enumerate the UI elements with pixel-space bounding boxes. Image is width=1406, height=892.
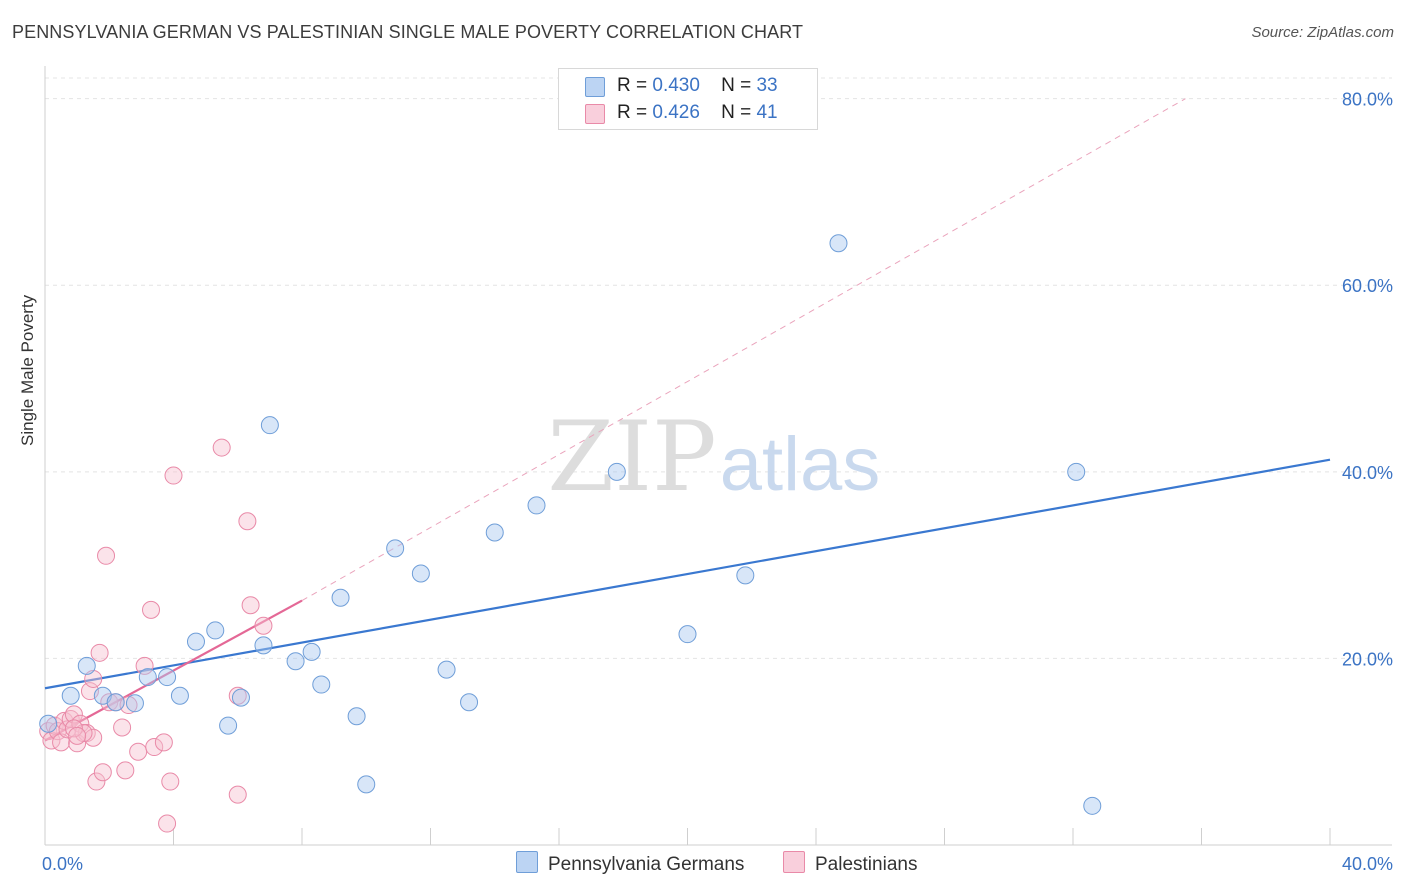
legend-swatch-pennsylvania (585, 77, 605, 97)
axes (44, 66, 1392, 846)
point-pennsylvania (254, 636, 273, 655)
point-palestinian (212, 438, 231, 457)
point-palestinian (129, 742, 148, 761)
point-palestinian (84, 728, 103, 747)
legend-swatch-palestinian (585, 104, 605, 124)
point-pennsylvania (260, 416, 279, 435)
legend-r-label: R = (617, 102, 648, 123)
source-label: Source: ZipAtlas.com (1251, 24, 1394, 41)
legend-r-value-palestinian: 0.426 (652, 102, 700, 123)
point-pennsylvania (312, 675, 331, 694)
point-pennsylvania (138, 668, 157, 687)
point-palestinian (52, 733, 71, 752)
legend-n-label: N = (721, 102, 752, 123)
point-palestinian (145, 738, 164, 757)
point-pennsylvania (607, 462, 626, 481)
bottom-legend-swatch-palestinian (783, 851, 805, 873)
legend-r-value-pennsylvania: 0.430 (652, 75, 700, 96)
point-palestinian (84, 669, 103, 688)
point-pennsylvania (411, 564, 430, 583)
point-pennsylvania (1067, 462, 1086, 481)
point-pennsylvania (39, 714, 58, 733)
point-palestinian (113, 718, 132, 737)
point-pennsylvania (125, 694, 144, 713)
point-pennsylvania (219, 716, 238, 735)
legend-n-value-pennsylvania: 33 (756, 75, 778, 96)
watermark-zip: ZIP (547, 401, 716, 513)
point-palestinian (158, 814, 177, 833)
point-pennsylvania (231, 688, 250, 707)
x-tick-label: 40.0% (1342, 854, 1393, 874)
point-palestinian (90, 643, 109, 662)
point-palestinian (142, 600, 161, 619)
bottom-legend-swatch-pennsylvania (516, 851, 538, 873)
point-palestinian (64, 705, 83, 724)
x-tick-label: 0.0% (42, 854, 83, 874)
point-pennsylvania (186, 632, 205, 651)
y-tick-label: 20.0% (1342, 649, 1393, 669)
point-palestinian (97, 546, 116, 565)
point-pennsylvania (61, 686, 80, 705)
watermark: ZIP atlas (547, 401, 880, 513)
trend-line-palestinian (44, 599, 303, 742)
point-palestinian (71, 714, 90, 733)
point-palestinian (254, 616, 273, 635)
gridlines (45, 77, 1392, 659)
point-palestinian (241, 596, 260, 615)
point-pennsylvania (736, 566, 755, 585)
point-pennsylvania (527, 496, 546, 515)
point-pennsylvania (437, 660, 456, 679)
y-axis-label: Single Male Poverty (18, 294, 37, 446)
watermark-atlas: atlas (720, 422, 881, 507)
bottom-legend-palestinian: Palestinians (783, 851, 917, 876)
point-palestinian (154, 733, 173, 752)
trend-lines (44, 98, 1331, 742)
bottom-legend-label-palestinian: Palestinians (815, 854, 918, 875)
point-pennsylvania (460, 693, 479, 712)
data-points (39, 234, 1102, 833)
point-pennsylvania (357, 775, 376, 794)
point-pennsylvania (158, 668, 177, 687)
correlation-legend: R = 0.430 N = 33 R = 0.426 N = 41 (558, 68, 818, 130)
point-pennsylvania (286, 652, 305, 671)
y-tick-label: 40.0% (1342, 463, 1393, 483)
legend-n-label: N = (721, 75, 752, 96)
point-palestinian (238, 512, 257, 531)
y-tick-label: 60.0% (1342, 276, 1393, 296)
point-palestinian (228, 686, 247, 705)
point-pennsylvania (678, 625, 697, 644)
tick-labels: 20.0% 40.0% 60.0% 80.0% 0.0% 40.0% (42, 90, 1393, 874)
point-pennsylvania (386, 539, 405, 558)
point-palestinian (228, 785, 247, 804)
point-palestinian (164, 466, 183, 485)
y-tick-label: 80.0% (1342, 90, 1393, 110)
point-pennsylvania (206, 621, 225, 640)
point-palestinian (93, 763, 112, 782)
trend-extension-palestinian (301, 98, 1186, 602)
legend-r-label: R = (617, 75, 648, 96)
point-palestinian (100, 693, 119, 712)
point-palestinian (116, 761, 135, 780)
trend-line-pennsylvania (44, 458, 1331, 690)
bottom-legend-pennsylvania: Pennsylvania Germans (516, 851, 744, 876)
point-pennsylvania (302, 642, 321, 661)
point-palestinian (135, 656, 154, 675)
legend-n-value-palestinian: 41 (756, 102, 778, 123)
point-pennsylvania (347, 707, 366, 726)
bottom-legend-label-pennsylvania: Pennsylvania Germans (548, 854, 745, 875)
point-pennsylvania (829, 234, 848, 253)
point-pennsylvania (1083, 796, 1102, 815)
point-pennsylvania (106, 693, 125, 712)
point-pennsylvania (485, 523, 504, 542)
point-pennsylvania (77, 656, 96, 675)
point-palestinian (87, 772, 106, 791)
point-palestinian (161, 772, 180, 791)
chart-title: PENNSYLVANIA GERMAN VS PALESTINIAN SINGL… (12, 22, 804, 42)
point-palestinian (68, 726, 87, 745)
point-pennsylvania (170, 686, 189, 705)
point-pennsylvania (331, 588, 350, 607)
